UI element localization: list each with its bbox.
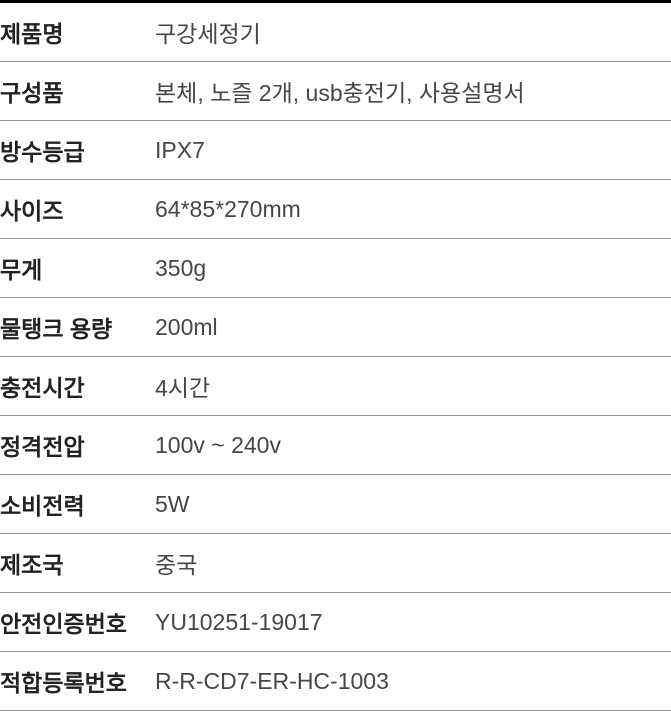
spec-label: 방수등급 [0,121,155,180]
spec-label: 구성품 [0,62,155,121]
spec-table: 제품명 구강세정기 구성품 본체, 노즐 2개, usb충전기, 사용설명서 방… [0,0,671,711]
spec-value: 중국 [155,534,671,593]
table-row: 정격전압 100v ~ 240v [0,416,671,475]
spec-value: R-R-CD7-ER-HC-1003 [155,652,671,711]
spec-label: 적합등록번호 [0,652,155,711]
spec-label: 물탱크 용량 [0,298,155,357]
spec-value: 본체, 노즐 2개, usb충전기, 사용설명서 [155,62,671,121]
spec-label: 안전인증번호 [0,593,155,652]
spec-value: 350g [155,239,671,298]
spec-value: 5W [155,475,671,534]
table-row: 무게 350g [0,239,671,298]
table-row: 구성품 본체, 노즐 2개, usb충전기, 사용설명서 [0,62,671,121]
spec-label: 제품명 [0,2,155,62]
spec-label: 제조국 [0,534,155,593]
table-row: 충전시간 4시간 [0,357,671,416]
spec-value: 4시간 [155,357,671,416]
spec-label: 소비전력 [0,475,155,534]
spec-value: 구강세정기 [155,2,671,62]
spec-value: IPX7 [155,121,671,180]
table-row: 소비전력 5W [0,475,671,534]
spec-value: YU10251-19017 [155,593,671,652]
spec-label: 무게 [0,239,155,298]
spec-label: 충전시간 [0,357,155,416]
spec-value: 64*85*270mm [155,180,671,239]
table-row: 적합등록번호 R-R-CD7-ER-HC-1003 [0,652,671,711]
spec-value: 100v ~ 240v [155,416,671,475]
spec-value: 200ml [155,298,671,357]
table-row: 방수등급 IPX7 [0,121,671,180]
table-row: 물탱크 용량 200ml [0,298,671,357]
table-row: 제품명 구강세정기 [0,2,671,62]
spec-label: 사이즈 [0,180,155,239]
table-row: 안전인증번호 YU10251-19017 [0,593,671,652]
table-row: 제조국 중국 [0,534,671,593]
spec-label: 정격전압 [0,416,155,475]
spec-table-body: 제품명 구강세정기 구성품 본체, 노즐 2개, usb충전기, 사용설명서 방… [0,2,671,711]
table-row: 사이즈 64*85*270mm [0,180,671,239]
